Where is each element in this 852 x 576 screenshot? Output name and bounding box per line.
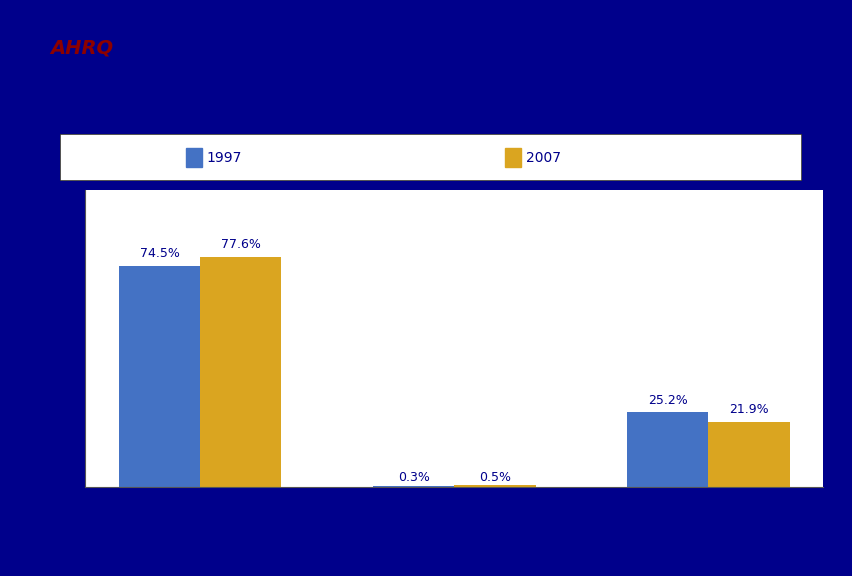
Bar — [707, 422, 789, 487]
Text: Advancing
Excellence in
Health Care: Advancing Excellence in Health Care — [58, 71, 105, 91]
Bar — [504, 149, 521, 167]
Bar — [372, 486, 453, 487]
Bar — [186, 149, 202, 167]
Text: 77.6%: 77.6% — [221, 238, 261, 251]
Text: 0.3%: 0.3% — [397, 471, 429, 484]
Bar — [200, 256, 281, 487]
Text: Source: Center for Financing, Access, and Cost Trends, AHRQ, Household Component: Source: Center for Financing, Access, an… — [17, 508, 780, 530]
Text: 1997: 1997 — [206, 151, 242, 165]
Text: 21.9%: 21.9% — [728, 403, 768, 416]
Text: 0.5%: 0.5% — [478, 471, 510, 484]
Text: 25.2%: 25.2% — [647, 393, 687, 407]
Text: 2007: 2007 — [525, 151, 560, 165]
Y-axis label: Percentage: Percentage — [25, 294, 39, 383]
Bar — [118, 266, 200, 487]
Text: AHRQ: AHRQ — [49, 38, 113, 57]
Text: 74.5%: 74.5% — [140, 247, 179, 260]
Bar — [626, 412, 707, 487]
Bar — [453, 485, 535, 487]
FancyBboxPatch shape — [60, 134, 801, 181]
Text: Figure 2d. Percentage of high income adults ages 21–64
according to dental cover: Figure 2d. Percentage of high income adu… — [246, 27, 774, 92]
